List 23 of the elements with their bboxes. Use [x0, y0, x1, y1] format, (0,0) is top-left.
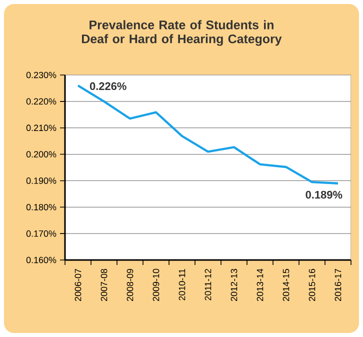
chart-title: Prevalence Rate of Students in Deaf or Hard of Hearing Category	[82, 20, 282, 46]
x-tick-label: 2015-16	[308, 268, 316, 301]
line-series	[76, 84, 340, 184]
x-tick-label: 2014-15	[282, 268, 290, 301]
x-tick-label: 2007-08	[100, 268, 108, 301]
x-tick-label: 2008-09	[126, 268, 134, 301]
x-tick-label: 2006-07	[74, 268, 82, 301]
y-tick-label: 0.210%	[26, 124, 56, 132]
x-tick-label: 2011-12	[204, 268, 212, 300]
annotation: 0.189%	[306, 190, 342, 199]
x-tick-label: 2010-11	[178, 268, 186, 300]
annotation: 0.226%	[90, 82, 126, 90]
y-tick-label: 0.200%	[26, 151, 56, 158]
x-tick-label: 2013-14	[256, 268, 264, 301]
x-tick-label: 2016-17	[334, 268, 342, 301]
y-tick-label: 0.190%	[26, 178, 56, 184]
y-tick-label: 0.230%	[26, 72, 56, 78]
x-tick-label: 2012-13	[230, 268, 238, 301]
y-tick-label: 0.180%	[26, 204, 56, 210]
x-tick-label: 2009-10	[152, 268, 160, 301]
y-tick-label: 0.160%	[26, 256, 56, 264]
y-tick-label: 0.220%	[26, 98, 56, 105]
y-tick-label: 0.170%	[26, 230, 56, 237]
